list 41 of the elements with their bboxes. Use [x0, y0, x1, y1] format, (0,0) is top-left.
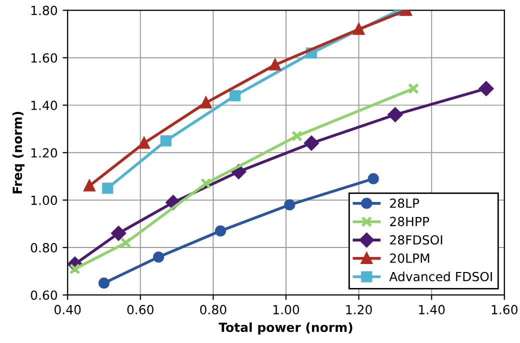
point	[304, 136, 319, 150]
legend-label: 20LPM	[390, 254, 430, 263]
x-axis-title: Total power (norm)	[218, 322, 352, 334]
point	[111, 226, 126, 241]
point	[229, 90, 241, 102]
point	[270, 59, 281, 70]
point	[353, 24, 364, 35]
y-tick-label: 1.00	[31, 196, 58, 206]
point	[291, 130, 302, 142]
point	[98, 278, 110, 289]
x-tick-label: 1.20	[346, 304, 372, 314]
y-tick-label: 0.80	[30, 243, 58, 252]
point	[200, 97, 212, 108]
x-tick-label: 0.80	[200, 304, 226, 314]
point	[284, 199, 296, 210]
point	[200, 178, 212, 190]
y-axis-title: Freq (norm)	[12, 112, 24, 194]
point	[160, 135, 172, 146]
point	[388, 107, 402, 122]
point	[478, 81, 494, 96]
point	[368, 173, 379, 184]
legend-label: 28HPP	[390, 216, 430, 226]
x-tick-label: 1.00	[273, 304, 300, 314]
y-tick-label: 1.60	[31, 53, 58, 63]
x-tick-label: 1.60	[492, 304, 518, 314]
legend-label: 28FDSOI	[390, 235, 442, 245]
y-tick-label: 0.60	[30, 290, 58, 300]
point	[84, 180, 95, 192]
point	[214, 225, 226, 236]
legend-label: 28LP	[390, 198, 420, 208]
y-tick-label: 1.80	[31, 6, 58, 16]
point	[120, 237, 132, 248]
point	[153, 251, 164, 263]
legend-label: Advanced FDSOI	[389, 272, 492, 282]
point	[102, 182, 114, 194]
y-tick-label: 1.20	[31, 148, 58, 158]
point	[408, 83, 419, 94]
x-tick-label: 0.40	[54, 304, 81, 314]
x-tick-label: 1.40	[419, 304, 445, 314]
y-tick-label: 1.40	[31, 100, 58, 110]
x-tick-label: 0.60	[127, 304, 154, 314]
